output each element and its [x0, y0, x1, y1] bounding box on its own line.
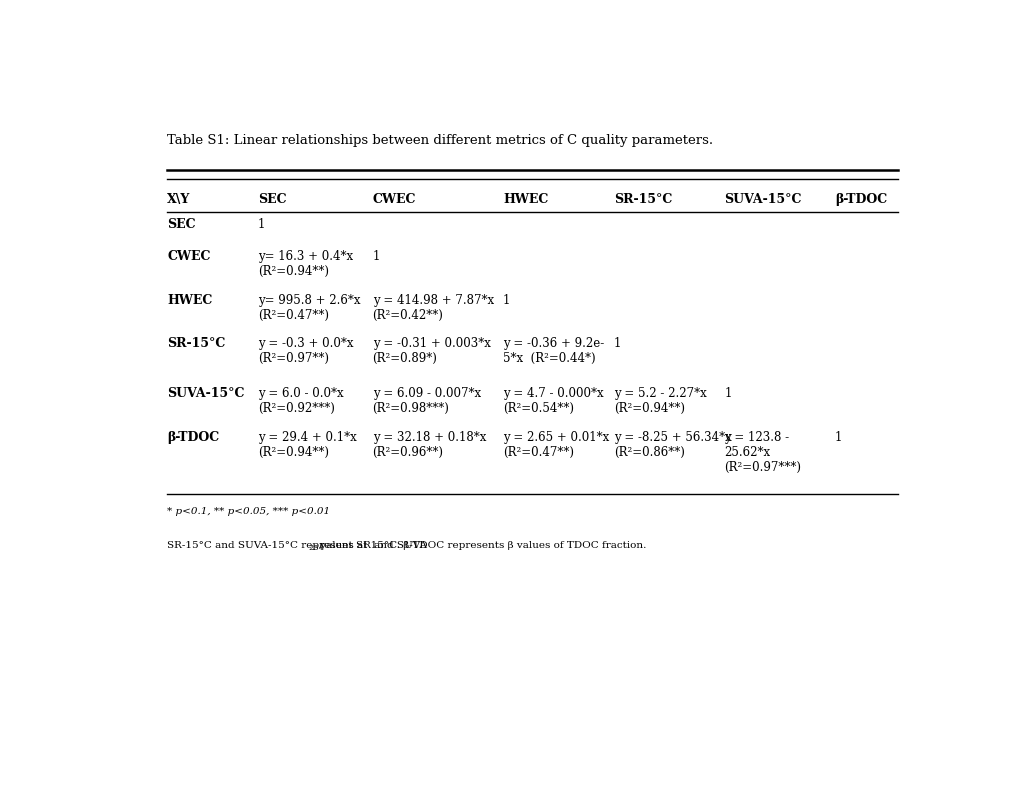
- Text: 1: 1: [258, 218, 265, 232]
- Text: values at 15°C. β-TDOC represents β values of TDOC fraction.: values at 15°C. β-TDOC represents β valu…: [317, 541, 646, 549]
- Text: CWEC: CWEC: [167, 250, 210, 263]
- Text: y= 16.3 + 0.4*x
(R²=0.94**): y= 16.3 + 0.4*x (R²=0.94**): [258, 250, 353, 278]
- Text: X\Y: X\Y: [167, 194, 191, 206]
- Text: y = -0.36 + 9.2e-
5*x  (R²=0.44*): y = -0.36 + 9.2e- 5*x (R²=0.44*): [502, 337, 603, 366]
- Text: SEC: SEC: [167, 218, 196, 232]
- Text: y = 6.09 - 0.007*x
(R²=0.98***): y = 6.09 - 0.007*x (R²=0.98***): [372, 387, 480, 415]
- Text: HWEC: HWEC: [167, 294, 212, 307]
- Text: HWEC: HWEC: [502, 194, 548, 206]
- Text: 1: 1: [502, 294, 510, 307]
- Text: y = -0.3 + 0.0*x
(R²=0.97**): y = -0.3 + 0.0*x (R²=0.97**): [258, 337, 354, 366]
- Text: y = 2.65 + 0.01*x
(R²=0.47**): y = 2.65 + 0.01*x (R²=0.47**): [502, 431, 608, 459]
- Text: y= 995.8 + 2.6*x
(R²=0.47**): y= 995.8 + 2.6*x (R²=0.47**): [258, 294, 360, 322]
- Text: β-TDOC: β-TDOC: [167, 431, 219, 444]
- Text: Table S1: Linear relationships between different metrics of C quality parameters: Table S1: Linear relationships between d…: [167, 134, 712, 147]
- Text: y = 32.18 + 0.18*x
(R²=0.96**): y = 32.18 + 0.18*x (R²=0.96**): [372, 431, 485, 459]
- Text: SR-15°C and SUVA-15°C represent SR and SUVA: SR-15°C and SUVA-15°C represent SR and S…: [167, 541, 427, 549]
- Text: 1: 1: [613, 337, 621, 350]
- Text: y = 414.98 + 7.87*x
(R²=0.42**): y = 414.98 + 7.87*x (R²=0.42**): [372, 294, 493, 322]
- Text: 1: 1: [835, 431, 842, 444]
- Text: y = 4.7 - 0.000*x
(R²=0.54**): y = 4.7 - 0.000*x (R²=0.54**): [502, 387, 603, 415]
- Text: * p<0.1, ** p<0.05, *** p<0.01: * p<0.1, ** p<0.05, *** p<0.01: [167, 507, 330, 516]
- Text: y = 5.2 - 2.27*x
(R²=0.94**): y = 5.2 - 2.27*x (R²=0.94**): [613, 387, 706, 415]
- Text: β-TDOC: β-TDOC: [835, 194, 887, 206]
- Text: 1: 1: [372, 250, 379, 263]
- Text: y = 123.8 -
25.62*x
(R²=0.97***): y = 123.8 - 25.62*x (R²=0.97***): [723, 431, 801, 474]
- Text: y = 29.4 + 0.1*x
(R²=0.94**): y = 29.4 + 0.1*x (R²=0.94**): [258, 431, 357, 459]
- Text: SR-15°C: SR-15°C: [167, 337, 225, 350]
- Text: 1: 1: [723, 387, 731, 400]
- Text: y = -0.31 + 0.003*x
(R²=0.89*): y = -0.31 + 0.003*x (R²=0.89*): [372, 337, 490, 366]
- Text: 254: 254: [308, 545, 324, 552]
- Text: SUVA-15°C: SUVA-15°C: [723, 194, 801, 206]
- Text: y = -8.25 + 56.34*x
(R²=0.86**): y = -8.25 + 56.34*x (R²=0.86**): [613, 431, 731, 459]
- Text: CWEC: CWEC: [372, 194, 416, 206]
- Text: y = 6.0 - 0.0*x
(R²=0.92***): y = 6.0 - 0.0*x (R²=0.92***): [258, 387, 343, 415]
- Text: SR-15°C: SR-15°C: [613, 194, 672, 206]
- Text: SUVA-15°C: SUVA-15°C: [167, 387, 245, 400]
- Text: SEC: SEC: [258, 194, 286, 206]
